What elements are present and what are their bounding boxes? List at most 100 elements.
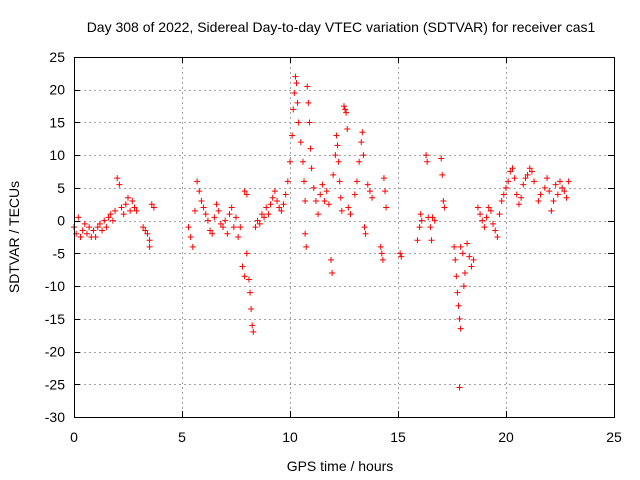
data-point: [107, 211, 114, 218]
x-tick-label: 5: [178, 429, 186, 445]
x-tick-label: 15: [390, 429, 406, 445]
data-point: [338, 207, 345, 214]
data-point: [101, 217, 108, 224]
data-point: [265, 211, 272, 218]
data-point: [541, 184, 548, 191]
data-point: [464, 240, 471, 247]
data-point: [247, 289, 254, 296]
y-tick-label: 10: [49, 147, 65, 163]
data-point: [337, 194, 344, 201]
data-point: [369, 194, 376, 201]
data-point: [456, 315, 463, 322]
data-point: [515, 201, 522, 208]
x-tick-label: 20: [498, 429, 514, 445]
data-point: [241, 188, 248, 195]
data-point: [114, 175, 121, 182]
data-point: [457, 325, 464, 332]
data-point: [359, 129, 366, 136]
data-point: [483, 214, 490, 221]
data-point: [456, 384, 463, 391]
data-point: [79, 227, 86, 234]
data-point: [276, 204, 283, 211]
data-point: [500, 191, 507, 198]
data-point: [455, 302, 462, 309]
data-point: [86, 224, 93, 231]
data-point: [116, 181, 123, 188]
data-point: [492, 227, 499, 234]
data-point: [81, 220, 88, 227]
data-point: [133, 207, 140, 214]
data-point: [304, 83, 311, 90]
data-point: [185, 224, 192, 231]
data-point: [243, 191, 250, 198]
data-point: [245, 276, 252, 283]
data-point: [457, 243, 464, 250]
data-point: [470, 256, 477, 263]
data-point: [360, 152, 367, 159]
data-point: [239, 263, 246, 270]
data-point: [269, 194, 276, 201]
data-point: [477, 211, 484, 218]
data-point: [460, 283, 467, 290]
data-point: [112, 207, 119, 214]
data-point: [202, 211, 209, 218]
data-point: [297, 139, 304, 146]
data-point: [263, 204, 270, 211]
data-point: [291, 90, 298, 96]
data-point: [213, 201, 220, 208]
data-point: [341, 103, 347, 110]
y-tick-label: 15: [49, 114, 65, 130]
data-point: [526, 165, 533, 172]
data-point: [362, 230, 369, 237]
data-point: [343, 109, 350, 116]
data-point: [83, 230, 90, 237]
data-point: [215, 207, 222, 214]
data-point: [378, 250, 385, 257]
data-point: [332, 152, 339, 159]
data-point: [204, 217, 211, 224]
data-point: [211, 214, 218, 221]
data-point: [200, 204, 207, 211]
data-point: [563, 194, 570, 201]
data-point: [122, 201, 129, 208]
data-point: [518, 194, 525, 201]
data-point: [557, 178, 563, 185]
data-point: [509, 165, 516, 172]
data-point: [459, 250, 466, 257]
y-tick-label: -25: [45, 376, 65, 392]
data-point: [150, 204, 157, 211]
data-point: [146, 243, 153, 250]
data-point: [287, 158, 293, 165]
data-point: [144, 230, 151, 237]
data-point: [546, 188, 553, 195]
data-point: [466, 253, 473, 260]
data-point: [531, 178, 538, 185]
y-tick-label: -15: [45, 311, 65, 327]
data-point: [468, 263, 475, 270]
data-point: [507, 168, 514, 175]
data-point: [290, 106, 297, 113]
data-point: [334, 142, 341, 149]
data-point: [481, 224, 488, 231]
y-tick-label: 5: [57, 180, 65, 196]
data-point: [333, 132, 340, 139]
data-point: [319, 181, 326, 188]
data-point: [441, 204, 448, 211]
data-point: [278, 207, 285, 214]
chart-title: Day 308 of 2022, Sidereal Day-to-day VTE…: [87, 19, 596, 35]
data-point: [427, 224, 434, 231]
data-point: [267, 201, 274, 208]
data-point: [233, 214, 239, 221]
data-point: [191, 207, 198, 214]
data-point: [336, 178, 343, 185]
data-point: [429, 214, 436, 221]
data-point: [461, 270, 468, 276]
data-point: [312, 198, 319, 204]
data-point: [77, 234, 84, 240]
data-point: [423, 152, 430, 159]
data-point: [383, 204, 390, 211]
data-point: [146, 237, 153, 244]
data-point: [235, 234, 242, 240]
data-point: [453, 273, 460, 280]
data-point: [379, 256, 386, 263]
